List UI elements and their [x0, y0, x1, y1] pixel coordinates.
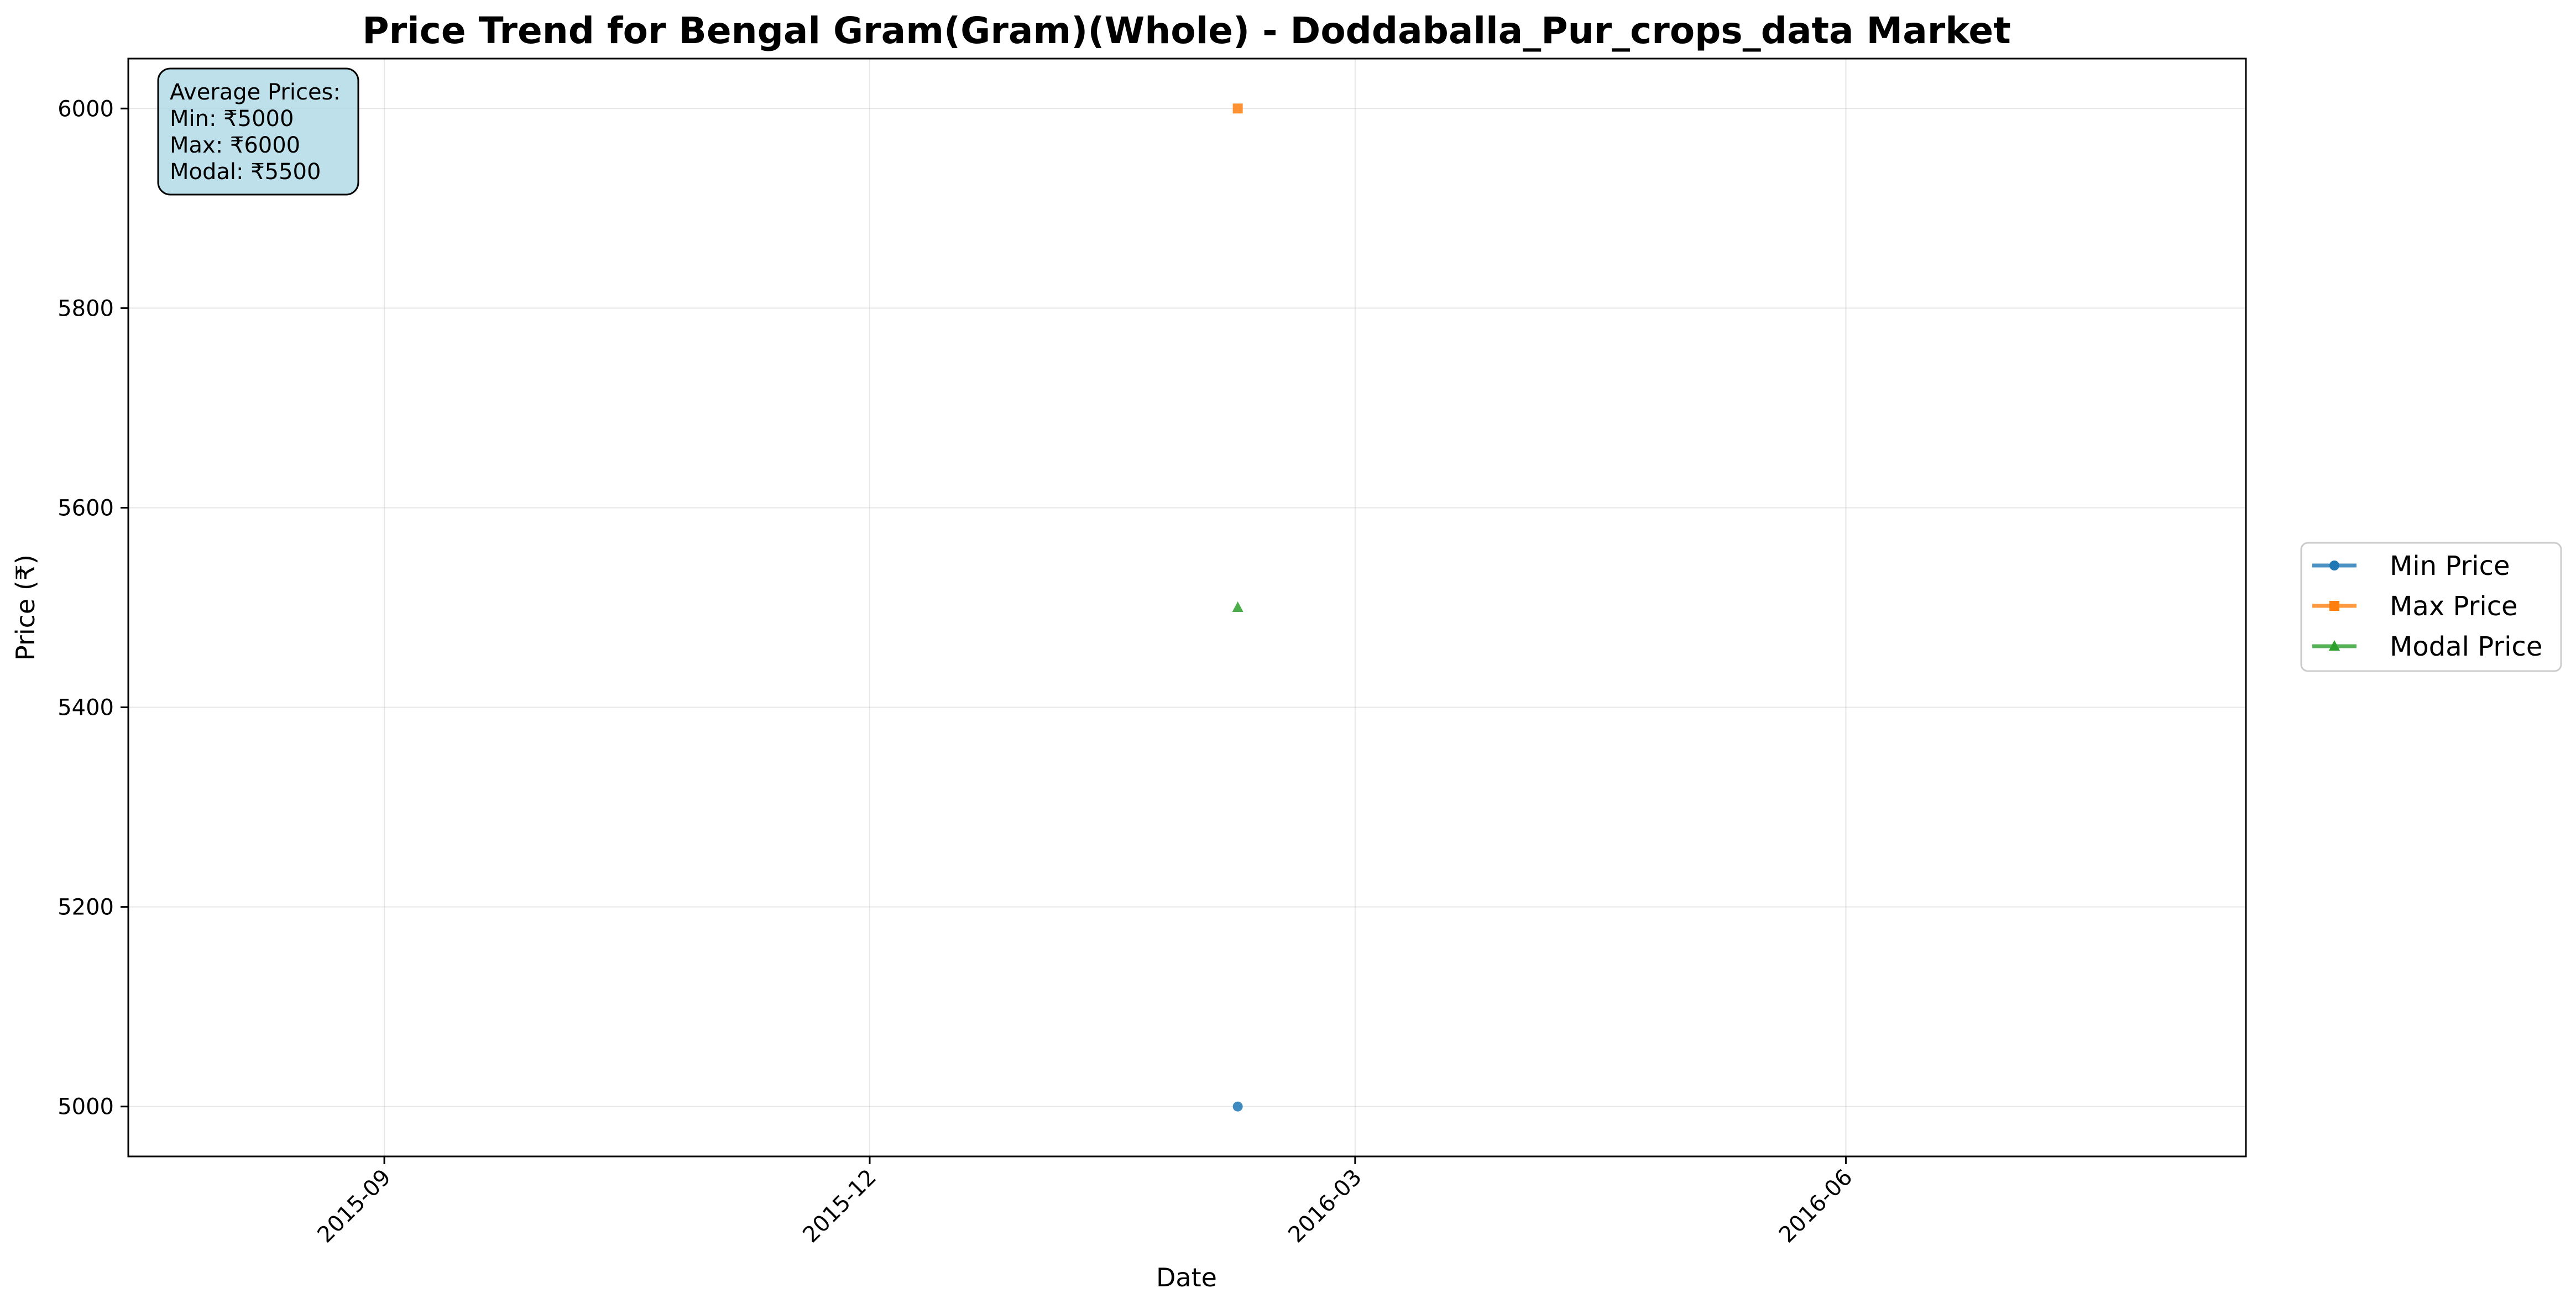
legend: Min Price Max Price Modal Price	[2300, 542, 2562, 672]
grid-lines	[128, 59, 2246, 1156]
chart-title: Price Trend for Bengal Gram(Gram)(Whole)…	[362, 9, 2011, 52]
x-tick-label: 2016-06	[1774, 1165, 1858, 1248]
min-price-point	[1232, 1101, 1243, 1112]
legend-marker-modal-price	[2329, 640, 2340, 651]
y-tick-label: 5600	[58, 495, 114, 521]
legend-entry-modal-price: Modal Price	[2312, 631, 2542, 662]
x-axis-label: Date	[1156, 1263, 1217, 1292]
legend-entry-max-price: Max Price	[2312, 591, 2518, 622]
y-tick-label: 5800	[58, 296, 114, 321]
legend-label-max-price: Max Price	[2390, 591, 2518, 622]
max-price-point	[1232, 103, 1243, 114]
data-points	[1232, 103, 1243, 1112]
legend-entry-min-price: Min Price	[2312, 551, 2510, 582]
average-prices-heading: Average Prices:	[170, 80, 341, 105]
y-tick-label: 5200	[58, 895, 114, 920]
plot-area-frame	[127, 57, 2247, 1158]
average-prices-box: Average Prices: Min: ₹5000 Max: ₹6000 Mo…	[157, 67, 359, 196]
average-max-price: Max: ₹6000	[170, 133, 300, 158]
average-modal-price: Modal: ₹5500	[170, 159, 321, 185]
x-tick-label: 2016-03	[1283, 1165, 1367, 1248]
x-tick-label: 2015-12	[798, 1165, 881, 1248]
y-tick-label: 5000	[58, 1095, 114, 1120]
x-tick-label: 2015-09	[312, 1165, 396, 1248]
legend-label-modal-price: Modal Price	[2390, 631, 2542, 662]
average-prices-box-background	[157, 67, 359, 196]
legend-frame	[2300, 542, 2562, 672]
average-min-price: Min: ₹5000	[170, 106, 294, 132]
legend-marker-max-price	[2329, 601, 2339, 611]
y-tick-label: 5400	[58, 695, 114, 721]
legend-label-min-price: Min Price	[2390, 551, 2510, 582]
y-axis-label: Price (₹)	[11, 554, 40, 661]
modal-price-point	[1232, 601, 1243, 612]
axis-ticks: 5000 5200 5400 5600 5800 6000 2015-09 2015-12 20…	[58, 96, 1857, 1248]
legend-marker-min-price	[2329, 561, 2339, 570]
y-tick-label: 6000	[58, 96, 114, 122]
